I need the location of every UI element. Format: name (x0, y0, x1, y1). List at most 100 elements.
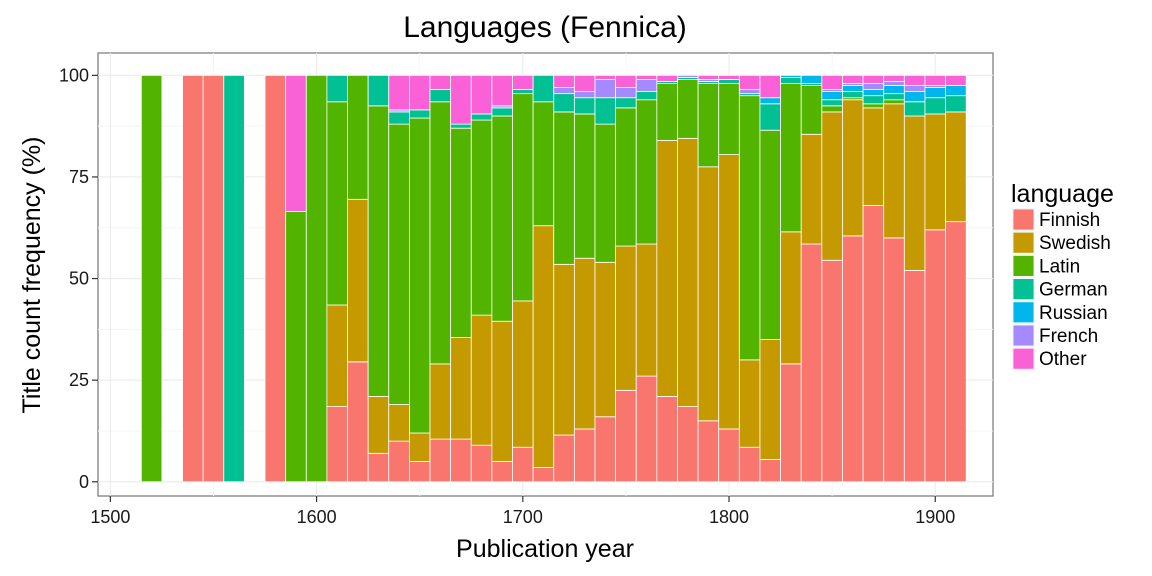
x-tick-label: 1600 (297, 507, 337, 527)
bar-segment-latin (470, 119, 493, 316)
bar-segment-russian (862, 89, 885, 97)
bar-segment-swedish (903, 115, 926, 271)
bar-segment-other (429, 74, 452, 90)
legend-label-finnish: Finnish (1039, 210, 1100, 231)
bar-segment-french (594, 79, 617, 99)
bar-segment-finnish (573, 428, 596, 483)
bar-segment-latin (367, 105, 390, 397)
bar-segment-russian (945, 85, 967, 97)
bar-segment-finnish (903, 270, 926, 483)
y-axis-ticks: 0 25 50 75 100 (59, 65, 98, 492)
legend-label-french: French (1039, 326, 1098, 347)
bar-segment-finnish (202, 74, 225, 483)
bar-segment-finnish (615, 389, 637, 483)
bar-segment-finnish (718, 428, 740, 483)
bar-segment-finnish (924, 229, 946, 483)
bar-segment-other (738, 74, 761, 90)
bar-segment-swedish (862, 107, 885, 206)
bar-segment-latin (759, 129, 781, 340)
bar-segment-finnish (677, 406, 699, 483)
bar-segment-finnish (594, 416, 617, 483)
bar-segment-finnish (635, 375, 658, 483)
bar-segment-russian (903, 91, 926, 103)
bar-segment-swedish (821, 111, 843, 261)
bar-segment-german (367, 74, 390, 107)
bar-segment-german (388, 111, 410, 125)
bar-segment-latin (883, 99, 905, 105)
bar-segment-french (883, 81, 905, 86)
x-axis-ticks: 1500 1600 1700 1800 1900 (90, 496, 955, 527)
bar-segment-other (656, 74, 678, 82)
bar-segment-other (697, 74, 720, 80)
bar-segment-finnish (264, 74, 287, 483)
bar-segment-other (573, 74, 596, 93)
legend-title: language (1011, 180, 1114, 208)
bar-segment-latin (408, 117, 431, 434)
bar-segment-latin (305, 74, 328, 483)
bar-segment-finnish (326, 406, 348, 483)
legend-swatch-german (1012, 278, 1035, 301)
bar-segment-swedish (573, 257, 596, 430)
bar-segment-finnish (470, 444, 493, 483)
bar-segment-other (470, 74, 493, 115)
bar-segment-russian (842, 85, 864, 93)
bar-segment-german (759, 103, 781, 131)
bar-segment-german (924, 97, 946, 115)
bar-segment-latin (800, 85, 823, 135)
bar-segment-other (862, 74, 885, 84)
bar-segment-swedish (326, 304, 348, 407)
bar-segment-swedish (594, 261, 617, 418)
legend-label-swedish: Swedish (1039, 233, 1111, 254)
x-tick-label: 1800 (709, 507, 749, 527)
bar-segment-finnish (800, 243, 823, 483)
bar-segment-german (450, 123, 472, 129)
bar-segment-finnish (945, 221, 967, 483)
bar-segment-french (677, 74, 699, 78)
bar-segment-german (408, 109, 431, 119)
bar-segment-swedish (697, 166, 720, 422)
bar-segment-latin (429, 101, 452, 365)
bar-segment-swedish (677, 137, 699, 407)
bar-segment-swedish (429, 363, 452, 440)
bar-segment-other (615, 74, 637, 88)
bar-segment-latin (677, 79, 699, 139)
legend-swatch-french (1012, 324, 1035, 347)
bar-segment-german (491, 107, 513, 117)
legend-label-russian: Russian (1039, 303, 1108, 324)
bar-segment-swedish (367, 396, 390, 454)
bar-segment-latin (780, 83, 802, 233)
bar-segment-swedish (738, 359, 761, 448)
bar-segment-swedish (800, 133, 823, 245)
bar-segment-finnish (491, 461, 513, 483)
bar-segment-french (635, 79, 658, 93)
bar-segment-latin (532, 101, 555, 227)
bar-segment-latin (285, 211, 307, 483)
bar-segment-finnish (656, 396, 678, 483)
bar-segment-finnish (182, 74, 204, 483)
bar-segment-german (842, 91, 864, 99)
legend-swatch-russian (1012, 301, 1035, 324)
legend-swatch-finnish (1012, 208, 1035, 231)
bar-segment-german (532, 74, 555, 103)
x-tick-label: 1900 (915, 507, 955, 527)
bar-segment-latin (594, 123, 617, 263)
bar-segment-german (615, 97, 637, 109)
bar-segment-finnish (883, 237, 905, 483)
bar-segment-finnish (429, 438, 452, 483)
bar-segment-other (594, 74, 617, 80)
bar-segment-swedish (780, 231, 802, 365)
bar-segment-other (903, 74, 926, 86)
bar-segment-finnish (388, 440, 410, 483)
bar-segment-german (326, 74, 348, 103)
legend-swatch-latin (1012, 254, 1035, 277)
chart-title: Languages (Fennica) (403, 11, 687, 44)
bar-segment-french (738, 89, 761, 95)
bars (140, 74, 967, 483)
bar-segment-german (553, 93, 575, 113)
bar-segment-swedish (656, 139, 678, 397)
bar-segment-other (883, 74, 905, 82)
bar-segment-swedish (512, 300, 534, 448)
bar-segment-latin (491, 115, 513, 322)
